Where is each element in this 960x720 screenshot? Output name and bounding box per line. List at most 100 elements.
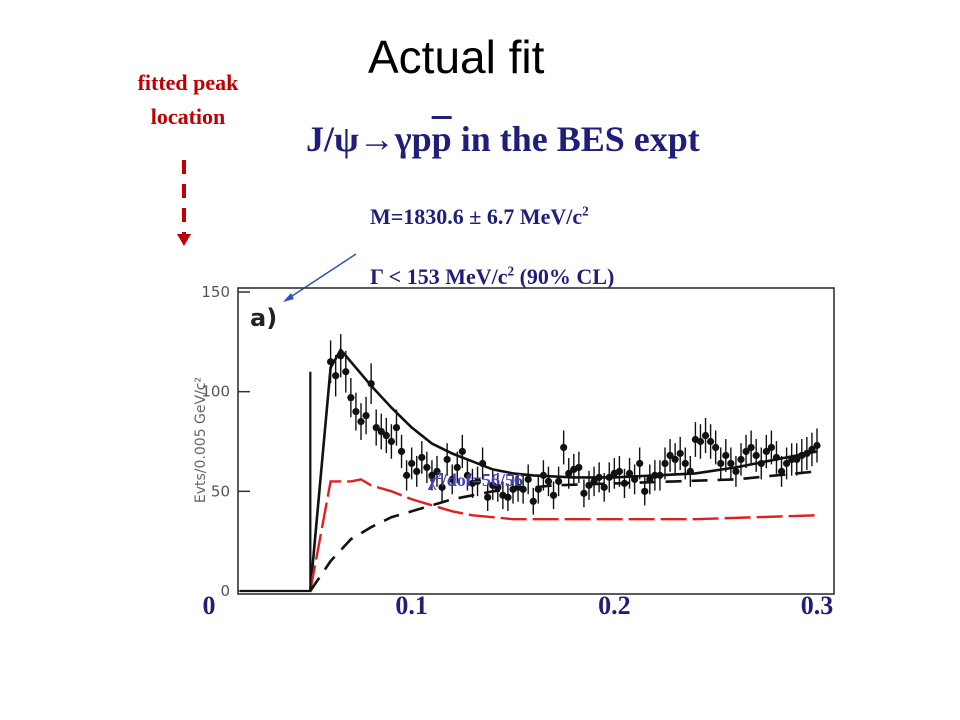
data-point [443, 455, 451, 464]
data-point [428, 471, 436, 479]
panel-label: a) [250, 304, 277, 332]
chi2-sup: 2 [436, 470, 442, 482]
peak-note-line-2: location [150, 104, 226, 129]
data-point [595, 473, 603, 481]
data-point [377, 427, 385, 436]
arrow-icon: → [358, 119, 395, 159]
data-point [438, 483, 446, 491]
data-point [656, 471, 664, 479]
data-point [783, 459, 791, 468]
data-point [666, 451, 674, 460]
data-point [529, 497, 537, 505]
data-point [722, 451, 730, 460]
data-point [590, 477, 598, 485]
data-point [327, 358, 335, 366]
data-point [808, 445, 816, 454]
data-point [473, 477, 482, 485]
peak-location-note: fitted peak location [108, 66, 268, 134]
data-point [494, 483, 502, 491]
data-point [408, 459, 416, 468]
data-point [615, 467, 624, 475]
data-point [362, 411, 370, 420]
subtitle-jpsi: J/ψ [306, 119, 359, 159]
data-point [332, 372, 340, 380]
data-point [707, 437, 715, 446]
data-point [524, 475, 532, 483]
data-point [337, 352, 345, 360]
data-point [453, 463, 461, 472]
data-point [742, 447, 750, 456]
data-point [717, 459, 725, 468]
chi2-post: /dof=56/56 [441, 470, 523, 490]
data-point [803, 449, 811, 458]
data-point [747, 443, 755, 452]
data-point [555, 477, 563, 485]
mass-result: M=1830.6 ± 6.7 MeV/c2 [370, 204, 589, 230]
data-point [777, 467, 786, 475]
data-point [813, 441, 821, 450]
data-point [423, 463, 431, 472]
subtitle: J/ψ→γpp in the BES expt [306, 118, 700, 160]
mass-sup: 2 [582, 203, 589, 219]
data-point [793, 455, 801, 464]
data-point [367, 380, 375, 388]
data-point [757, 459, 765, 468]
chi2-pre: χ [428, 470, 437, 490]
data-point [484, 493, 492, 501]
data-point [413, 467, 421, 475]
data-point [539, 471, 548, 479]
data-point [397, 447, 406, 456]
data-point [732, 467, 740, 475]
y-tick-label: 150 [201, 283, 230, 301]
data-point [625, 469, 634, 477]
plot-frame [237, 287, 835, 595]
subtitle-gamma-p: γp [394, 119, 432, 159]
x-tick-label: 0 [203, 591, 216, 620]
data-point [686, 467, 694, 475]
width-sup: 2 [507, 263, 515, 279]
width-tail: (90% CL) [514, 264, 615, 289]
data-point [767, 443, 776, 452]
data-point [392, 423, 401, 432]
data-point [671, 455, 679, 464]
data-point [752, 451, 760, 460]
data-point [357, 417, 365, 426]
data-point [605, 473, 613, 481]
data-point [727, 459, 735, 468]
data-point [788, 455, 796, 464]
data-point [534, 485, 542, 493]
data-point [620, 479, 629, 487]
data-point [641, 487, 649, 495]
data-point [737, 455, 745, 464]
data-point [600, 483, 608, 491]
data-point [463, 471, 471, 479]
data-point [549, 491, 558, 499]
x-tick-label: 0.1 [395, 591, 428, 620]
pointer-head-icon [283, 293, 294, 302]
width-text: Γ < 153 MeV/c [370, 264, 508, 289]
data-point [403, 471, 411, 479]
data-point [342, 368, 350, 376]
y-axis-label: Evts/0.005 GeV/c² [193, 377, 209, 503]
chi2-label: χ2/dof=56/56 [428, 470, 523, 491]
data-point [544, 477, 553, 485]
x-tick-label: 0.3 [801, 591, 834, 620]
data-point [479, 459, 487, 468]
data-point [651, 471, 659, 479]
data-point [519, 485, 527, 493]
width-result: Γ < 153 MeV/c2 (90% CL) [370, 264, 614, 290]
data-point [646, 475, 654, 483]
mass-text: M=1830.6 ± 6.7 MeV/c [370, 204, 583, 229]
data-point [580, 489, 588, 497]
data-point [372, 423, 380, 432]
threshold-step [240, 371, 312, 593]
data-point [504, 493, 512, 501]
x-tick-label: 0.2 [598, 591, 631, 620]
y-tick-label: 50 [211, 482, 230, 500]
data-point [565, 469, 573, 477]
y-tick-label: 0 [220, 582, 230, 600]
data-point [387, 437, 395, 446]
data-point [661, 459, 669, 468]
data-point [347, 394, 355, 402]
